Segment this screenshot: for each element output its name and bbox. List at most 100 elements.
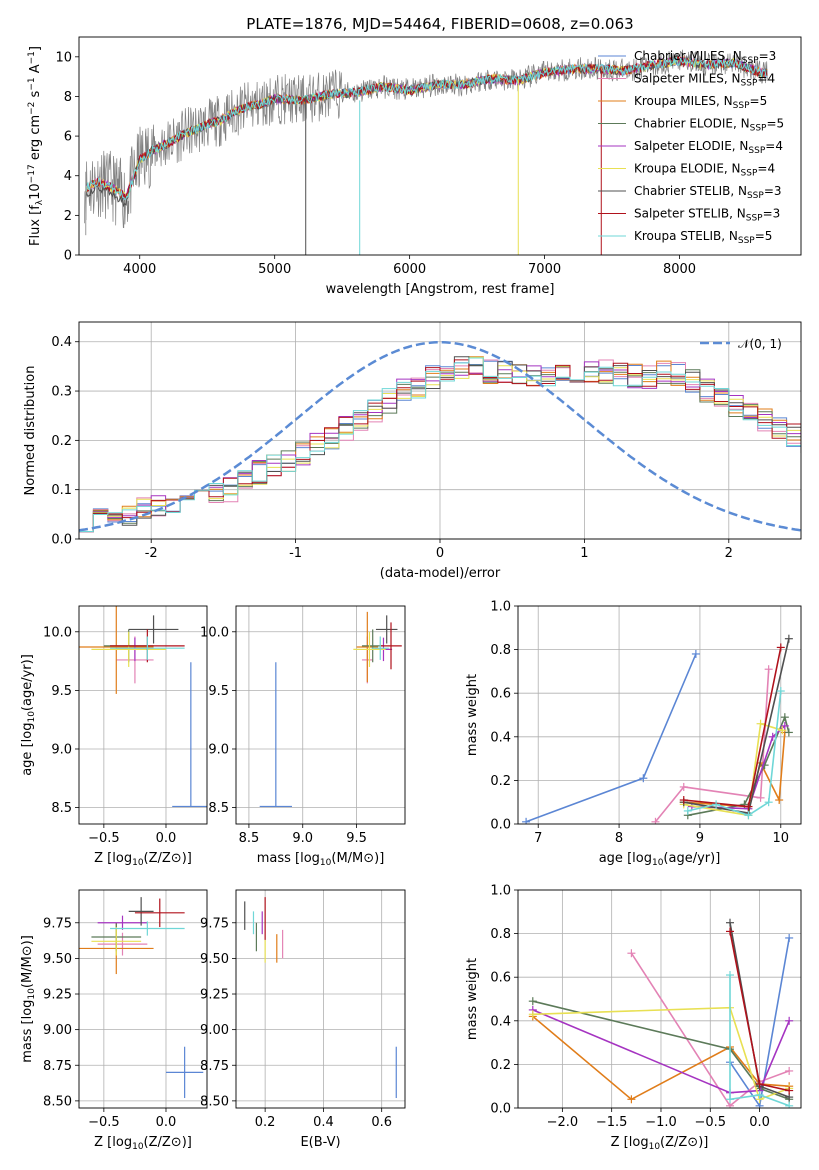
y-tick-label: 10.0 xyxy=(43,625,72,640)
label-fragment: s xyxy=(28,90,43,101)
y-tick-label: 9.5 xyxy=(208,684,229,699)
x-tick-label: 1 xyxy=(580,546,588,561)
series-line-chabrier_miles xyxy=(525,653,697,823)
label-fragment: 10 xyxy=(649,1142,661,1152)
x-tick-label: 7000 xyxy=(528,262,561,277)
y-tick-label: 9.50 xyxy=(200,952,229,967)
y-tick-label: 0.1 xyxy=(51,483,72,498)
label-fragment: Salpeter ELODIE, N xyxy=(634,139,748,153)
y-tick-label: 9.25 xyxy=(43,988,72,1003)
label-fragment: log xyxy=(629,1135,649,1150)
x-tick-label: −0.5 xyxy=(694,1115,726,1130)
label-fragment: 10 xyxy=(28,183,43,200)
series-line-kroupa_stelib xyxy=(729,975,790,1107)
label-fragment: (data-model)/error xyxy=(380,566,501,581)
label-fragment: Normed distribution xyxy=(23,366,38,496)
x-tick-label: 2 xyxy=(725,546,733,561)
y-tick-label: 9.75 xyxy=(43,916,72,931)
y-tick-label: 10.0 xyxy=(200,625,229,640)
y-axis-label-weight_vs_age: mass weight xyxy=(465,674,480,756)
axes-frame xyxy=(78,605,208,825)
label-fragment: A xyxy=(28,64,43,77)
label-fragment: 10 xyxy=(320,858,332,868)
y-tick-label: 9.00 xyxy=(43,1023,72,1038)
x-tick-label: 10 xyxy=(773,831,790,846)
y-tick-label: 0.8 xyxy=(490,927,511,942)
y-tick-label: 6 xyxy=(64,130,72,145)
legend-label-chabrier_elodie: Chabrier ELODIE, NSSP=5 xyxy=(634,117,784,134)
observed-spectrum xyxy=(84,49,768,229)
y-axis-label-spectrum: Flux [fλ10−17 erg cm−2 s−1 A−1] xyxy=(27,46,45,246)
label-fragment: Flux [f xyxy=(28,205,43,246)
y-tick-label: 0.0 xyxy=(490,818,511,833)
legend-label-salpeter_stelib: Salpeter STELIB, NSSP=3 xyxy=(634,207,780,224)
axes-frame xyxy=(78,36,802,256)
x-tick-label: 0.4 xyxy=(313,1115,334,1130)
y-tick-label: 0.4 xyxy=(51,335,72,350)
label-fragment: −2 xyxy=(27,102,37,115)
label-fragment: Salpeter MILES, N xyxy=(634,72,741,86)
label-fragment: SSP xyxy=(746,214,763,224)
label-fragment: SSP xyxy=(741,79,758,89)
y-axis-label-residuals: Normed distribution xyxy=(23,366,38,496)
y-tick-label: 4 xyxy=(64,169,72,184)
y-tick-label: 8.5 xyxy=(208,801,229,816)
x-axis-label-mass_vs_Z: Z [log10(Z/Z⊙)] xyxy=(94,1135,192,1152)
x-tick-label: −2.0 xyxy=(547,1115,579,1130)
x-axis-label-residuals: (data-model)/error xyxy=(380,566,501,581)
axes-age_vs_mass: 8.5 9.0 9.5 8.5 9.0 9.5 10.0 xyxy=(200,605,406,846)
y-tick-label: 1.0 xyxy=(490,884,511,899)
y-tick-label: 0.3 xyxy=(51,385,72,400)
label-fragment: =4 xyxy=(757,162,775,176)
y-tick-label: 9.75 xyxy=(200,916,229,931)
label-fragment: 10 xyxy=(652,858,664,868)
y-axis-label-mass_vs_Z: mass [log10(M/M⊙)] xyxy=(20,935,37,1063)
label-fragment: Chabrier ELODIE, N xyxy=(634,117,750,131)
label-fragment: log xyxy=(20,1000,35,1020)
series-line-salpeter_elodie xyxy=(532,1009,790,1094)
y-tick-label: 0.6 xyxy=(490,687,511,702)
x-tick-label: -2 xyxy=(145,546,158,561)
axes-frame xyxy=(78,321,802,540)
y-tick-label: 0.0 xyxy=(51,533,72,548)
errorbars-mass_vs_ebv xyxy=(244,897,397,1099)
axes-frame xyxy=(235,605,406,825)
y-tick-label: 9.25 xyxy=(200,988,229,1003)
label-fragment: log xyxy=(20,723,35,743)
y-axis-label-age_vs_Z: age [log10(age/yr)] xyxy=(20,654,37,776)
label-fragment: Kroupa MILES, N xyxy=(634,94,733,108)
x-tick-label: −1.5 xyxy=(596,1115,628,1130)
label-fragment: 10 xyxy=(27,988,37,1000)
label-fragment: SSP xyxy=(742,56,759,66)
x-tick-label: 7 xyxy=(534,831,542,846)
label-fragment: −1 xyxy=(27,51,37,64)
x-tick-label: −1.0 xyxy=(645,1115,677,1130)
y-tick-label: 10 xyxy=(55,50,72,65)
model-line-kroupa_stelib xyxy=(85,56,768,201)
axes-residuals: -2 -1 0 1 2 0.0 0.1 0.2 0.3 0.4 xyxy=(51,321,802,561)
label-fragment: SSP xyxy=(747,191,764,201)
label-fragment: =4 xyxy=(765,139,783,153)
label-fragment: SSP xyxy=(741,169,758,179)
y-tick-label: 9.0 xyxy=(208,742,229,757)
axes-frame xyxy=(235,889,406,1109)
label-fragment: 10 xyxy=(132,858,144,868)
y-tick-label: 9.0 xyxy=(51,742,72,757)
x-tick-label: -1 xyxy=(289,546,302,561)
x-axis-label-age_vs_Z: Z [log10(Z/Z⊙)] xyxy=(94,851,192,868)
y-tick-label: 0.8 xyxy=(490,643,511,658)
series-line-salpeter_miles xyxy=(654,669,770,823)
label-fragment: Chabrier STELIB, N xyxy=(634,184,747,198)
histogram-steps xyxy=(79,340,801,533)
label-fragment: mass [ xyxy=(20,1019,35,1062)
spectrum-lines xyxy=(84,49,768,255)
lines-weight_vs_Z xyxy=(528,918,794,1108)
label-fragment: mass weight xyxy=(465,958,480,1040)
x-tick-label: 5000 xyxy=(258,262,291,277)
errorbars-age_vs_mass xyxy=(259,611,402,808)
x-tick-label: 0.6 xyxy=(371,1115,392,1130)
x-tick-label: 9.0 xyxy=(292,831,313,846)
legend-label-kroupa_stelib: Kroupa STELIB, NSSP=5 xyxy=(634,229,772,246)
y-tick-label: 8.75 xyxy=(43,1059,72,1074)
label-fragment: (M/M⊙)] xyxy=(20,935,35,988)
